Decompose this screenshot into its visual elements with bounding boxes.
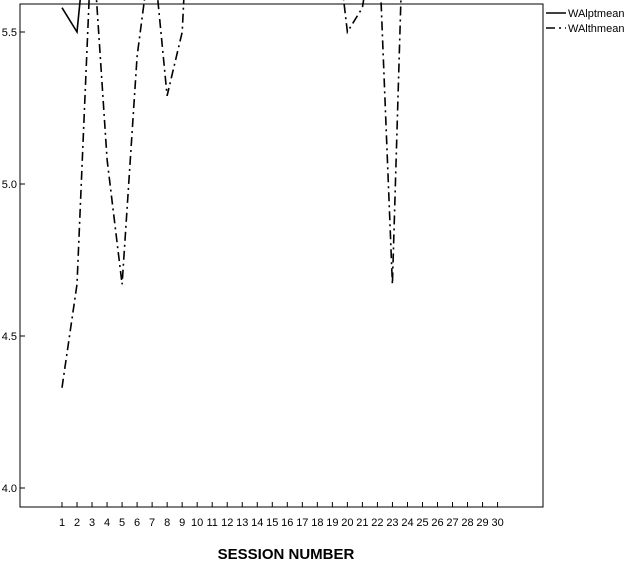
x-tick-label: 21 bbox=[356, 517, 368, 529]
x-tick-label: 11 bbox=[206, 517, 217, 529]
x-tick-label: 23 bbox=[386, 517, 398, 529]
x-tick-label: 3 bbox=[89, 517, 95, 529]
x-tick-label: 5 bbox=[119, 517, 125, 529]
x-tick-label: 1 bbox=[59, 517, 65, 529]
x-tick-label: 16 bbox=[281, 517, 293, 529]
x-tick-label: 7 bbox=[149, 517, 155, 529]
x-tick-label: 12 bbox=[221, 517, 233, 529]
x-tick-label: 28 bbox=[461, 517, 473, 529]
x-tick-label: 6 bbox=[134, 517, 140, 529]
x-tick-label: 20 bbox=[341, 517, 353, 529]
legend: WAlptmean WAlthmean bbox=[546, 8, 624, 35]
x-axis-title: SESSION NUMBER bbox=[218, 546, 355, 563]
legend-label: WAlthmean bbox=[568, 23, 624, 35]
x-tick-label: 4 bbox=[104, 517, 110, 529]
x-tick-label: 14 bbox=[251, 517, 263, 529]
legend-label: WAlptmean bbox=[568, 8, 624, 20]
plot-area bbox=[20, 4, 543, 507]
x-tick-label: 25 bbox=[416, 517, 428, 529]
x-tick-label: 24 bbox=[401, 517, 413, 529]
x-tick-label: 29 bbox=[476, 517, 488, 529]
x-tick-label: 19 bbox=[326, 517, 338, 529]
x-tick-label: 18 bbox=[311, 517, 323, 529]
y-tick-label: 5.5 bbox=[2, 27, 17, 39]
y-tick-label: 4.0 bbox=[2, 483, 17, 495]
y-tick-label: 4.5 bbox=[2, 331, 17, 343]
x-tick-label: 26 bbox=[431, 517, 443, 529]
x-tick-label: 22 bbox=[371, 517, 383, 529]
x-tick-label: 2 bbox=[74, 517, 80, 529]
x-tick-label: 30 bbox=[491, 517, 503, 529]
x-tick-label: 13 bbox=[236, 517, 248, 529]
x-tick-label: 27 bbox=[446, 517, 458, 529]
y-tick-label: 5.0 bbox=[2, 179, 17, 191]
x-tick-label: 15 bbox=[266, 517, 278, 529]
x-tick-label: 9 bbox=[179, 517, 185, 529]
x-tick-label: 17 bbox=[296, 517, 308, 529]
x-tick-label: 8 bbox=[164, 517, 170, 529]
x-tick-label: 10 bbox=[191, 517, 203, 529]
